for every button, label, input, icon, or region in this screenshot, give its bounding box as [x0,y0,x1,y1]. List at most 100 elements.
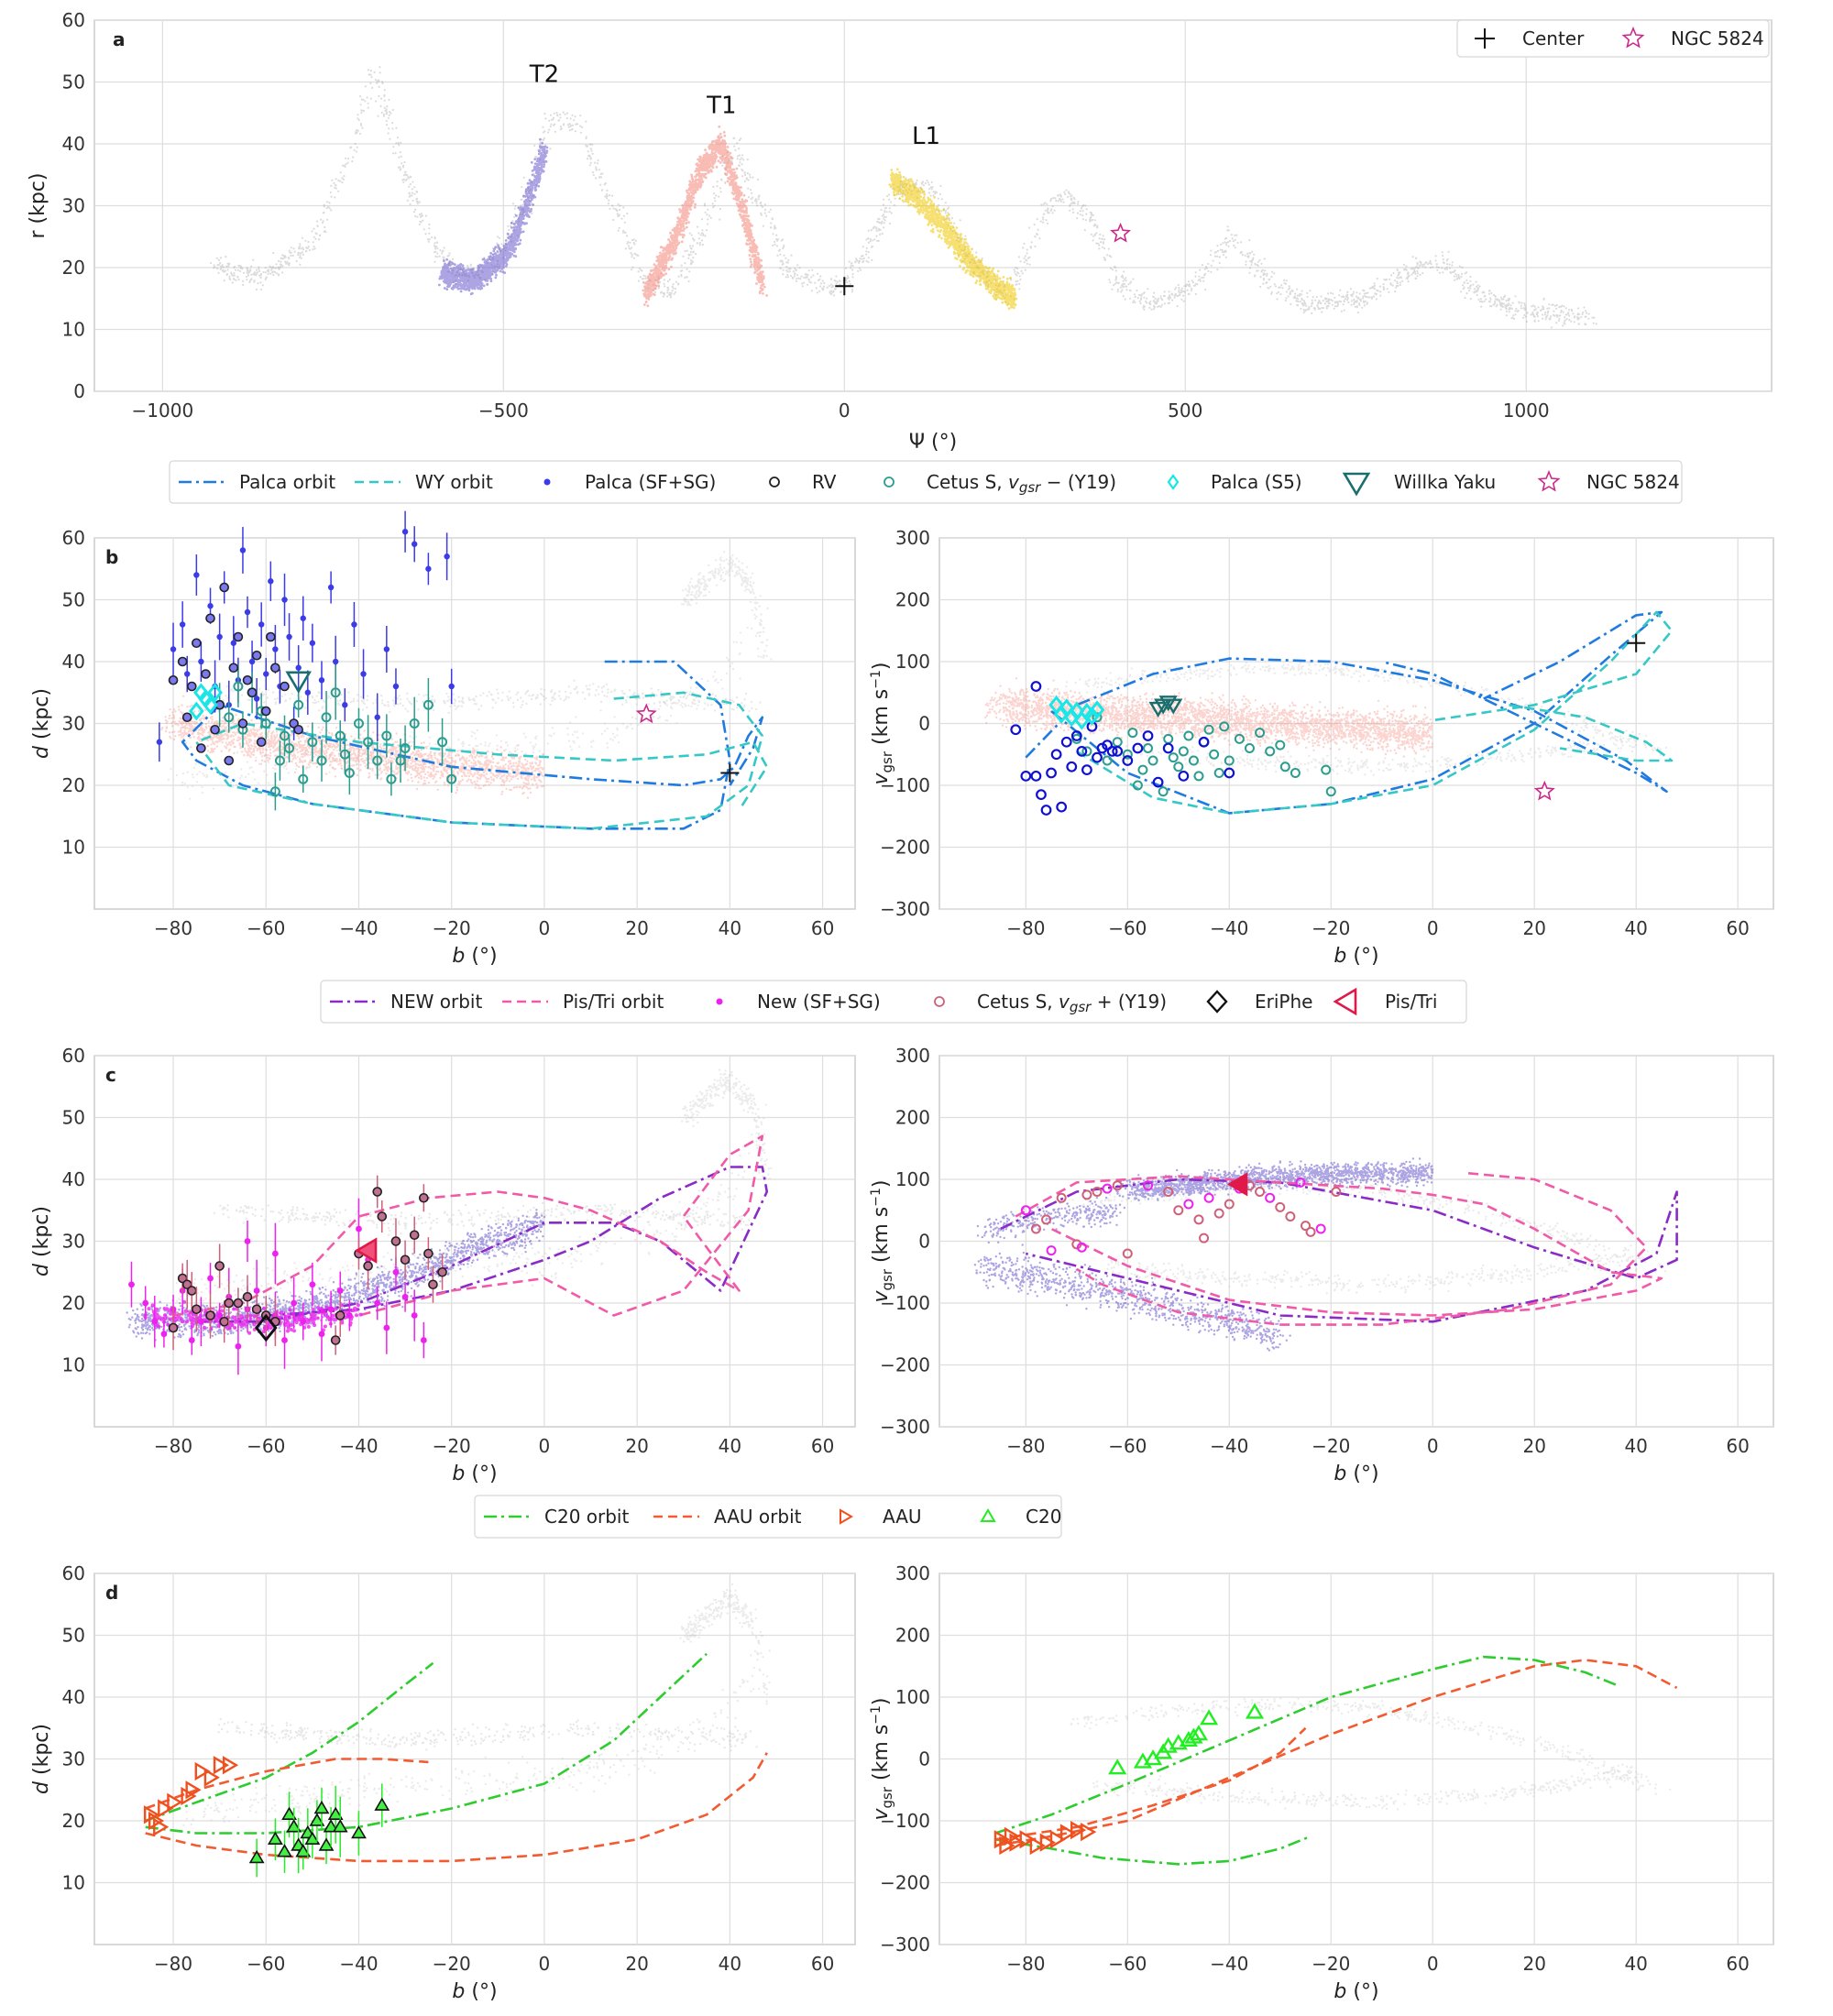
stream-gray-dot [867,237,870,240]
stream-segment-dot [485,271,488,275]
stream-gray-dot [1319,307,1322,311]
stream-gray-dot [765,214,768,217]
stream-gray-dot [1292,296,1295,299]
stream-gray-dot [1511,301,1514,304]
stream-gray-dot [763,203,766,206]
stream-gray-dot [1549,318,1552,321]
stream-gray-dot [379,71,381,74]
stream-gray-dot [630,247,633,249]
stream-gray-dot [1209,254,1212,257]
stream-gray-dot [1559,314,1562,317]
stream-gray-dot [1150,308,1153,311]
stream-gray-dot [1327,301,1330,305]
stream-segment-dot [473,276,477,279]
stream-gray-dot [1073,202,1076,204]
stream-gray-dot [783,244,785,247]
stream-gray-dot [1301,290,1303,292]
stream-gray-dot [851,276,854,279]
stream-gray-dot [570,128,573,131]
stream-gray-dot [1023,257,1026,259]
stream-gray-dot [686,276,688,279]
stream-gray-dot [816,291,818,294]
stream-gray-dot [798,267,801,269]
stream-gray-dot [554,123,556,126]
stream-gray-dot [674,290,677,293]
stream-gray-dot [1595,323,1597,325]
stream-gray-dot [442,249,445,252]
stream-gray-dot [386,105,389,108]
stream-gray-dot [1225,236,1228,239]
stream-gray-dot [924,181,927,185]
stream-gray-dot [823,281,826,284]
stream-gray-dot [1081,214,1084,217]
stream-gray-dot [326,201,329,203]
stream-gray-dot [588,143,591,146]
stream-gray-dot [819,275,822,278]
stream-gray-dot [434,237,436,240]
stream-gray-dot [797,277,800,279]
stream-gray-dot [1533,309,1536,312]
stream-gray-dot [1290,290,1292,293]
stream-gray-dot [1203,274,1206,277]
stream-segment-dot [445,288,449,290]
stream-gray-dot [698,244,701,247]
stream-gray-dot [1342,303,1345,306]
stream-gray-dot [1473,288,1476,290]
stream-gray-dot [1169,296,1172,299]
stream-gray-dot [1287,288,1290,290]
stream-gray-dot [382,113,385,115]
stream-segment-dot [510,252,513,256]
stream-gray-dot [233,272,236,275]
stream-gray-dot [1379,294,1382,297]
stream-gray-dot [1585,310,1587,312]
stream-gray-dot [1079,210,1081,213]
stream-gray-dot [328,202,331,204]
stream-gray-dot [617,203,620,205]
stream-gray-dot [1515,307,1518,311]
stream-gray-dot [769,208,773,211]
stream-gray-dot [1466,287,1470,290]
stream-gray-dot [325,206,328,210]
stream-gray-dot [747,179,750,181]
stream-gray-dot [687,279,690,283]
stream-gray-dot [1321,311,1323,313]
stream-gray-dot [335,178,337,181]
stream-segment-dot [459,263,463,266]
stream-segment-dot [534,175,538,179]
stream-gray-dot [1219,248,1222,251]
stream-segment-dot [515,214,518,217]
stream-gray-dot [1390,274,1393,277]
stream-gray-dot [389,137,391,140]
stream-gray-dot [1026,262,1028,265]
stream-gray-dot [869,240,872,243]
stream-gray-dot [1030,241,1033,244]
stream-gray-dot [246,279,248,281]
stream-gray-dot [358,95,362,98]
stream-gray-dot [742,159,745,161]
stream-gray-dot [1355,295,1358,298]
stream-gray-dot [300,247,302,250]
stream-gray-dot [225,256,227,258]
stream-gray-dot [1429,261,1432,264]
stream-gray-dot [237,264,240,268]
stream-gray-dot [927,183,930,186]
stream-segment-dot [517,243,520,247]
stream-gray-dot [1328,302,1331,305]
stream-gray-dot [773,227,776,230]
stream-gray-dot [1469,279,1472,282]
stream-gray-dot [733,137,736,139]
stream-gray-dot [632,257,636,259]
stream-gray-dot [1568,314,1571,317]
stream-gray-dot [544,117,547,120]
stream-segment-dot [498,247,501,251]
stream-gray-dot [690,261,693,264]
stream-gray-dot [795,279,798,282]
stream-segment-dot [727,154,730,157]
stream-gray-dot [1108,279,1111,281]
stream-gray-dot [402,178,405,181]
stream-gray-dot [953,222,956,225]
stream-gray-dot [1260,269,1263,272]
stream-gray-dot [1465,279,1468,281]
stream-gray-dot [292,247,295,250]
stream-gray-dot [1468,290,1471,292]
